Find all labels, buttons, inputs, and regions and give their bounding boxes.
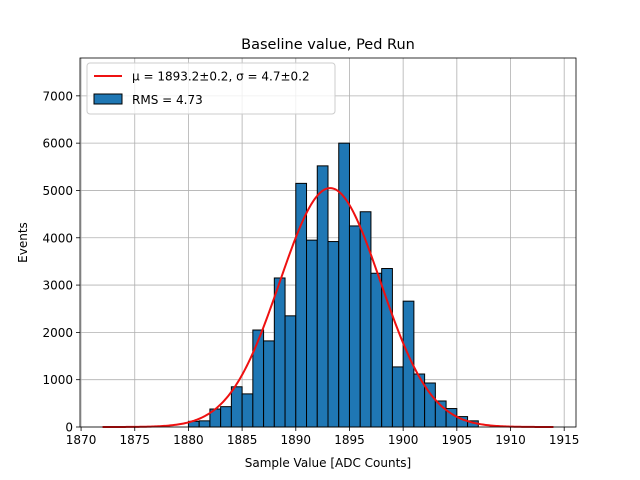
- y-tick-label: 4000: [42, 231, 73, 245]
- y-tick-label: 6000: [42, 137, 73, 151]
- histogram-bar: [198, 420, 211, 428]
- plot-frame: [79, 57, 577, 428]
- histogram-bar: [263, 340, 275, 428]
- legend: μ = 1893.2±0.2, σ = 4.7±0.2 RMS = 4.73: [86, 62, 336, 115]
- histogram-bar: [241, 393, 254, 428]
- histogram-bar: [359, 211, 372, 428]
- y-tick-label: 3000: [42, 279, 73, 293]
- gaussian-fit-curve: [102, 187, 554, 428]
- y-axis-label: Events: [16, 222, 30, 263]
- histogram-bar: [230, 386, 243, 428]
- histogram-bar: [252, 329, 265, 428]
- x-tick-label: 1905: [442, 433, 473, 447]
- histogram-bar: [284, 315, 297, 428]
- legend-histogram-label: RMS = 4.73: [132, 93, 203, 107]
- histogram-bar: [348, 225, 361, 428]
- histogram-bar: [338, 142, 350, 428]
- histogram-bar: [220, 406, 232, 428]
- histogram-bar: [273, 277, 286, 428]
- fit-curve-line: [102, 187, 554, 428]
- histogram-bar: [370, 272, 383, 428]
- x-tick-label: 1885: [227, 433, 258, 447]
- histogram-bar: [295, 182, 308, 428]
- histogram-bar: [391, 366, 404, 428]
- x-tick-label: 1875: [119, 433, 150, 447]
- legend-fit-label: μ = 1893.2±0.2, σ = 4.7±0.2: [132, 70, 310, 84]
- x-axis-label: Sample Value [ADC Counts]: [245, 456, 411, 470]
- y-tick-label: 0: [65, 421, 73, 435]
- x-tick-label: 1915: [549, 433, 580, 447]
- histogram-bars: [187, 142, 479, 428]
- x-tick-label: 1910: [495, 433, 526, 447]
- y-axis-ticks: 0 1000 2000 3000 4000 5000 6000 7000: [42, 89, 80, 435]
- chart-title: Baseline value, Ped Run: [241, 37, 415, 53]
- x-tick-label: 1890: [281, 433, 312, 447]
- histogram-bar: [327, 241, 340, 428]
- y-tick-label: 7000: [42, 89, 73, 103]
- y-tick-label: 5000: [42, 184, 73, 198]
- y-tick-label: 1000: [42, 373, 73, 387]
- x-tick-label: 1870: [66, 433, 97, 447]
- x-tick-label: 1900: [388, 433, 419, 447]
- x-tick-label: 1895: [334, 433, 365, 447]
- histogram-bar: [306, 239, 318, 428]
- y-tick-label: 2000: [42, 326, 73, 340]
- x-tick-label: 1880: [173, 433, 204, 447]
- legend-box: [86, 62, 336, 115]
- x-axis-ticks: 1870 1875 1880 1885 1890 1895 1900 1905 1910 1915: [66, 427, 580, 447]
- histogram-bar: [316, 165, 329, 428]
- legend-histogram-swatch: [93, 93, 123, 105]
